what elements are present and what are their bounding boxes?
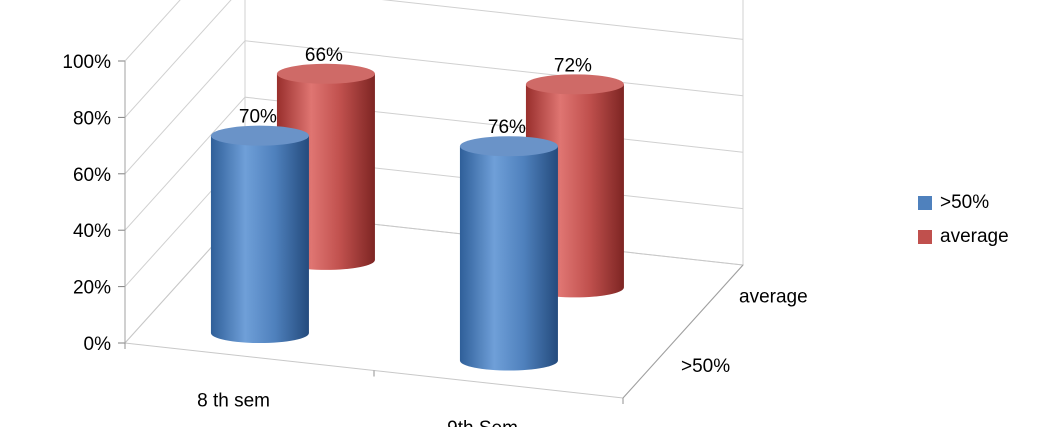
- gridline: [124, 0, 744, 118]
- data-label: 72%: [554, 55, 592, 76]
- plot-area: 66% 72% 70% 76%: [210, 45, 624, 371]
- data-label: 70%: [239, 107, 277, 128]
- bar-top: [210, 125, 309, 146]
- y-tick-label: 80%: [73, 108, 111, 129]
- legend-swatch-0: [918, 196, 932, 210]
- bar-top: [459, 136, 558, 157]
- gridline: [124, 0, 181, 62]
- data-label: 66%: [305, 45, 343, 66]
- bar-body: [210, 135, 309, 344]
- legend-item: average: [918, 220, 1009, 254]
- y-tick-label: 40%: [73, 221, 111, 242]
- bar->50%-0: 70%: [210, 107, 309, 344]
- legend-item: >50%: [918, 186, 1009, 220]
- depth-axis-line: [622, 264, 744, 399]
- y-tick-label: 0%: [84, 334, 112, 355]
- legend-swatch-1: [918, 230, 932, 244]
- category-label: 9th Sem: [447, 418, 518, 427]
- bar-top: [276, 63, 375, 84]
- depth-axis: >50% average: [622, 264, 808, 399]
- depth-label: average: [739, 286, 808, 307]
- bar-top: [525, 74, 624, 95]
- depth-label: >50%: [681, 356, 730, 377]
- x-axis: 8 th sem 9th Sem: [124, 343, 624, 427]
- y-axis: 0% 20% 40% 60% 80% 100%: [62, 52, 126, 355]
- legend: >50% average: [918, 186, 1009, 254]
- legend-label-1: average: [940, 226, 1009, 247]
- bar-body: [459, 146, 558, 371]
- legend-label-0: >50%: [940, 192, 990, 213]
- y-tick-label: 100%: [62, 52, 111, 73]
- data-label: 76%: [488, 117, 526, 138]
- bar->50%-1: 76%: [459, 117, 558, 371]
- y-tick-label: 60%: [73, 165, 111, 186]
- y-tick-label: 20%: [73, 278, 111, 299]
- category-label: 8 th sem: [197, 391, 270, 412]
